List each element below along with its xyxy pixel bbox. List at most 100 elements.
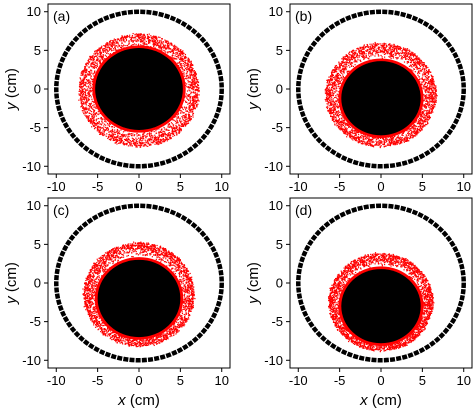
particle xyxy=(160,135,163,138)
particle xyxy=(338,114,341,116)
particle xyxy=(154,42,157,44)
particle xyxy=(336,122,338,124)
particle xyxy=(432,91,434,93)
particle xyxy=(377,138,380,140)
particle xyxy=(140,137,143,139)
particle xyxy=(111,126,113,128)
particle xyxy=(343,69,346,71)
particle xyxy=(86,68,88,71)
particle xyxy=(356,48,358,50)
particle xyxy=(173,131,175,133)
particle xyxy=(89,58,91,60)
particle xyxy=(332,89,334,91)
particle xyxy=(370,53,372,55)
particle xyxy=(428,89,430,91)
particle xyxy=(344,126,346,128)
particle xyxy=(195,75,197,77)
particle xyxy=(102,60,104,62)
particle xyxy=(129,133,131,135)
particle xyxy=(163,133,165,136)
particle xyxy=(122,136,124,138)
particle xyxy=(177,50,180,52)
particle xyxy=(366,137,368,140)
particle xyxy=(168,42,170,44)
particle xyxy=(136,143,139,145)
particle xyxy=(182,108,184,111)
particle xyxy=(170,122,173,124)
particle xyxy=(104,45,106,48)
particle xyxy=(343,121,345,123)
particle xyxy=(102,130,104,132)
particle xyxy=(92,55,94,57)
particle xyxy=(154,47,156,49)
particle xyxy=(392,139,394,142)
particle xyxy=(416,127,419,130)
particle xyxy=(118,40,121,42)
particle xyxy=(334,91,337,93)
particle xyxy=(154,143,156,145)
particle xyxy=(196,103,198,106)
particle xyxy=(88,102,90,105)
particle xyxy=(378,47,380,50)
particle xyxy=(97,113,99,116)
particle xyxy=(334,96,336,99)
particle xyxy=(102,51,105,53)
particle xyxy=(94,126,97,128)
container-wall xyxy=(296,9,466,169)
particle xyxy=(425,88,427,90)
particle xyxy=(385,43,387,45)
particle xyxy=(124,37,126,39)
particle xyxy=(387,44,390,46)
particle xyxy=(155,138,157,140)
particle xyxy=(340,113,342,116)
particle xyxy=(419,78,421,80)
particle xyxy=(421,113,423,115)
particle xyxy=(421,116,424,118)
particle xyxy=(158,44,160,46)
particle xyxy=(355,130,357,133)
particle xyxy=(336,79,338,82)
particle xyxy=(429,85,431,88)
particle xyxy=(92,73,94,75)
particle xyxy=(346,122,348,125)
particle xyxy=(373,144,376,146)
particle xyxy=(329,91,331,93)
particle xyxy=(326,97,328,99)
particle xyxy=(190,109,193,111)
particle xyxy=(395,45,397,47)
particle xyxy=(191,63,193,66)
particle xyxy=(96,49,99,51)
particle xyxy=(334,79,337,82)
particle xyxy=(95,124,97,126)
particle xyxy=(193,78,195,80)
particle xyxy=(427,94,429,96)
particle xyxy=(338,119,340,121)
particle xyxy=(82,74,84,76)
particle xyxy=(425,114,428,116)
particle xyxy=(168,123,170,125)
particle xyxy=(344,58,346,60)
particle xyxy=(139,141,141,144)
particle xyxy=(408,133,410,135)
particle xyxy=(81,105,83,108)
particle xyxy=(411,69,413,71)
particle xyxy=(413,126,415,128)
particle xyxy=(124,130,126,132)
particle xyxy=(160,38,163,40)
particle xyxy=(432,82,434,85)
particle xyxy=(388,46,390,48)
particle xyxy=(152,37,154,40)
particle xyxy=(150,35,152,37)
particle xyxy=(139,40,141,42)
particle xyxy=(99,131,101,134)
particle xyxy=(157,137,160,140)
particle xyxy=(150,131,152,133)
particle xyxy=(415,120,418,122)
particle xyxy=(88,81,90,84)
particle xyxy=(389,54,391,56)
particle xyxy=(137,137,140,139)
particle xyxy=(333,82,335,84)
particle xyxy=(415,125,417,127)
particle xyxy=(420,78,422,80)
particle xyxy=(427,73,429,75)
